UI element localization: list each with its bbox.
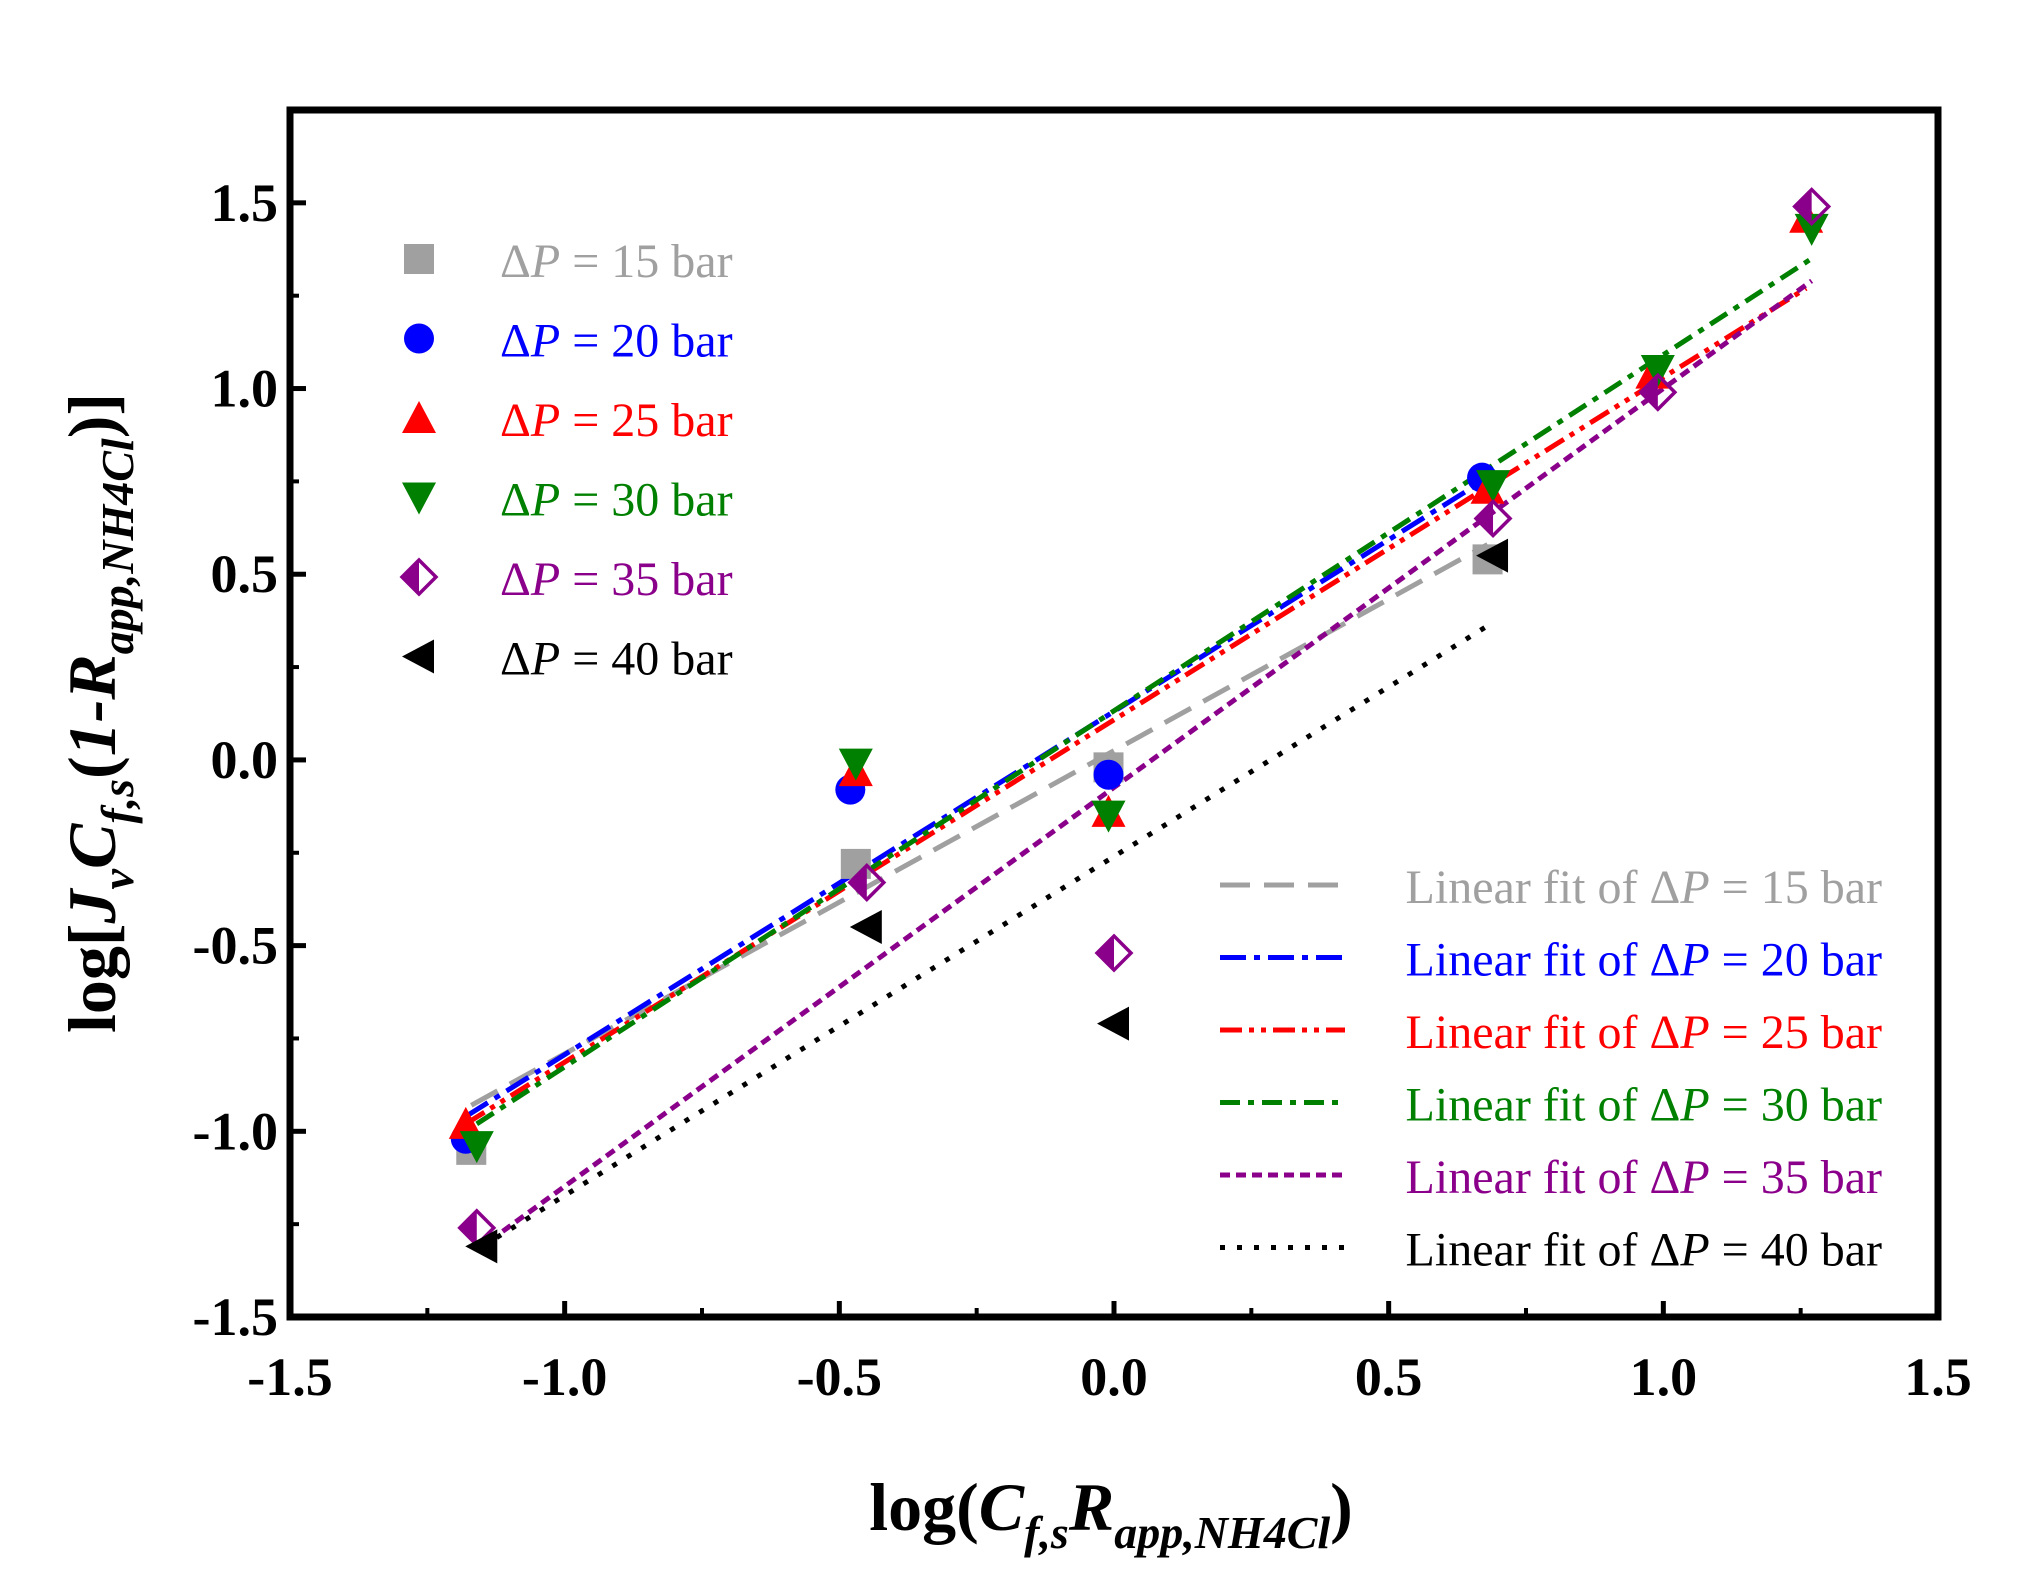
legend-marker-6 — [402, 639, 434, 674]
y-tick-label: -1.5 — [193, 1287, 278, 1347]
data-point-series-4 — [838, 748, 873, 781]
data-markers — [448, 187, 1832, 1264]
x-tick-label: 0.5 — [1355, 1347, 1423, 1407]
legend-marker-4 — [402, 482, 436, 515]
x-tick-label: -1.0 — [522, 1347, 607, 1407]
data-point-series-3 — [448, 1106, 483, 1139]
data-point-series-5 — [847, 863, 887, 902]
x-tick-label: 1.5 — [1904, 1347, 1972, 1407]
data-point-series-2 — [1093, 759, 1124, 790]
legend-marker-2 — [404, 323, 434, 354]
data-point-series-4 — [1091, 800, 1126, 833]
y-tick-label: 1.5 — [211, 173, 279, 233]
y-axis-ticks: -1.5 -1.0 -0.5 0.0 0.5 1.0 1.5 — [193, 173, 306, 1347]
fit-lines — [464, 256, 1814, 1253]
y-tick-label: -0.5 — [193, 916, 278, 976]
y-axis-title: log[JvCf,s(1-Rapp,NH4Cl)] — [54, 393, 143, 1033]
fit-line-5 — [475, 278, 1814, 1253]
legend-label-2: ΔP = 20 bar — [500, 315, 733, 368]
legend-fits: Linear fit of ΔP = 15 bar Linear fit of Δ… — [1220, 861, 1882, 1277]
data-point-series-4 — [459, 1131, 494, 1164]
y-tick-label: 0.0 — [211, 730, 279, 790]
legend-label-6: ΔP = 40 bar — [500, 633, 733, 686]
data-point-series-5 — [1638, 372, 1678, 412]
legend-fit-label-6: Linear fit of ΔP = 40 bar — [1406, 1224, 1882, 1277]
x-tick-label: -0.5 — [797, 1347, 882, 1407]
legend-label-3: ΔP = 25 bar — [500, 394, 733, 447]
x-tick-label: 0.0 — [1080, 1347, 1148, 1407]
legend-fit-label-1: Linear fit of ΔP = 15 bar — [1406, 861, 1882, 914]
fit-line-4 — [475, 256, 1814, 1126]
legend-fit-label-4: Linear fit of ΔP = 30 bar — [1406, 1079, 1882, 1132]
data-point-series-5 — [1094, 933, 1134, 973]
data-point-series-6 — [1476, 538, 1509, 573]
x-axis-title: log(Cf,sRapp,NH4Cl) — [869, 1469, 1353, 1558]
data-point-series-4 — [1640, 354, 1675, 387]
legend-fit-label-2: Linear fit of ΔP = 20 bar — [1406, 934, 1882, 987]
y-tick-label: 0.5 — [211, 544, 279, 604]
legend-label-1: ΔP = 15 bar — [500, 235, 733, 288]
data-point-series-6 — [465, 1229, 498, 1264]
data-point-series-4 — [1476, 470, 1511, 503]
x-axis-ticks: -1.5 -1.0 -0.5 0.0 0.5 1.0 1.5 — [247, 1301, 1972, 1407]
data-point-series-5 — [1473, 499, 1513, 538]
data-point-series-4 — [1794, 213, 1829, 246]
data-point-series-5 — [1792, 187, 1832, 227]
legend-fit-label-3: Linear fit of ΔP = 25 bar — [1406, 1006, 1882, 1059]
legend-marker-3 — [402, 401, 436, 433]
y-tick-label: -1.0 — [193, 1101, 278, 1161]
legend-fit-label-5: Linear fit of ΔP = 35 bar — [1406, 1151, 1882, 1204]
fit-line-1 — [470, 542, 1489, 1108]
legend-marker-1 — [404, 244, 434, 274]
legend-marker-5 — [399, 557, 439, 597]
fit-line-6 — [480, 620, 1495, 1249]
data-point-series-6 — [1097, 1006, 1129, 1041]
legend-label-5: ΔP = 35 bar — [500, 553, 733, 606]
x-tick-label: 1.0 — [1630, 1347, 1698, 1407]
x-tick-label: -1.5 — [247, 1347, 332, 1407]
legend-label-4: ΔP = 30 bar — [500, 474, 733, 527]
y-tick-label: 1.0 — [211, 359, 279, 419]
data-point-series-6 — [849, 910, 882, 945]
fit-line-3 — [464, 286, 1808, 1127]
legend-markers: ΔP = 15 bar ΔP = 20 bar ΔP = 25 bar ΔP = 30… — [399, 235, 733, 686]
